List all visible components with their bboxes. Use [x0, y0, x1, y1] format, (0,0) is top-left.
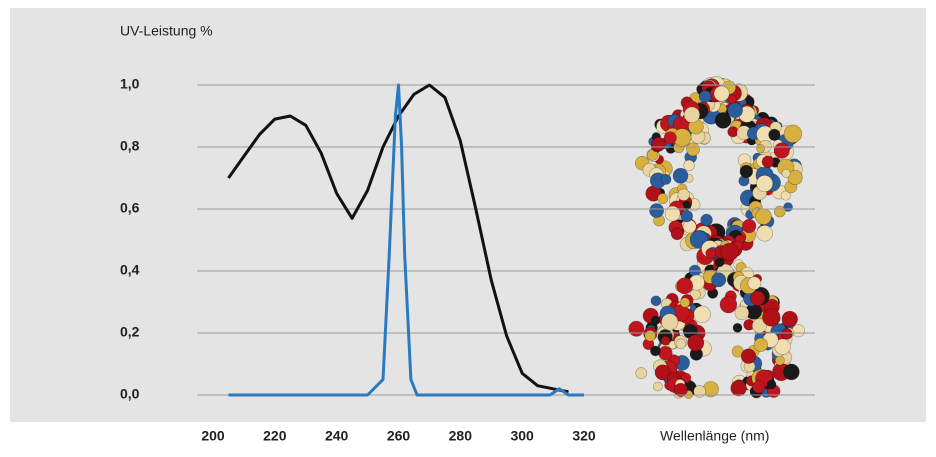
dna-atom	[728, 127, 739, 138]
y-tick-label: 0,4	[120, 262, 140, 278]
dna-atom	[733, 323, 742, 332]
y-tick-label: 0,6	[120, 200, 140, 216]
dna-atom	[706, 248, 716, 258]
dna-atom	[665, 206, 680, 221]
dna-atom	[756, 144, 764, 152]
dna-atom	[661, 336, 670, 345]
dna-atom	[782, 169, 790, 177]
x-tick-label: 200	[201, 428, 225, 444]
dna-atom	[651, 296, 661, 306]
dna-atom	[658, 193, 668, 203]
dna-atom	[699, 91, 711, 103]
dna-atom	[783, 364, 799, 380]
dna-atom	[774, 206, 785, 217]
dna-atom	[650, 346, 660, 356]
dna-atom	[715, 258, 724, 267]
y-tick-label: 0,2	[120, 324, 140, 340]
dna-atom	[678, 189, 690, 201]
dna-atom	[684, 160, 695, 171]
dna-atom	[792, 324, 805, 337]
x-tick-label: 280	[449, 428, 473, 444]
dna-atom	[782, 328, 793, 339]
dna-atom	[728, 103, 743, 118]
chart: UV-Leistung % Wellenlänge (nm) 0,0 0,2 0,4…	[0, 0, 936, 452]
dna-atom	[753, 381, 765, 393]
dna-atom	[659, 346, 673, 360]
y-tick-label: 1,0	[120, 76, 140, 92]
dna-atom	[645, 330, 656, 341]
dna-atom	[684, 107, 700, 123]
dna-atom	[650, 204, 664, 218]
dna-atom	[757, 225, 773, 241]
dna-atom	[652, 137, 666, 151]
x-tick-label: 320	[572, 428, 596, 444]
dna-atom	[740, 165, 753, 178]
dna-atom	[750, 291, 765, 306]
dna-atom	[775, 356, 784, 365]
dna-atom	[653, 382, 662, 391]
dna-atom	[767, 380, 776, 389]
dna-atom	[756, 175, 772, 191]
dna-atom	[664, 132, 676, 144]
dna-atom	[741, 349, 756, 364]
dna-atom	[769, 129, 780, 140]
dna-atom	[714, 86, 729, 101]
dna-atom	[694, 306, 711, 323]
dna-atom	[721, 243, 739, 261]
x-tick-label: 300	[510, 428, 534, 444]
x-tick-label: 260	[387, 428, 411, 444]
dna-atom	[629, 321, 644, 336]
x-tick-label: 220	[263, 428, 287, 444]
dna-atom	[735, 306, 749, 320]
dna-atom	[701, 214, 713, 226]
x-tick-label: 240	[325, 428, 349, 444]
dna-atom	[680, 298, 690, 308]
dna-atom	[673, 168, 688, 183]
y-axis-label: UV-Leistung %	[120, 23, 213, 39]
dna-atom	[748, 277, 761, 290]
dna-atom	[671, 228, 683, 240]
dna-atom	[686, 143, 699, 156]
dna-atom	[636, 368, 647, 379]
dna-atom	[762, 156, 774, 168]
dna-atom	[688, 335, 704, 351]
dna-atom	[676, 339, 686, 349]
y-tick-label: 0,0	[120, 386, 140, 402]
page: {"chart_data": {"type": "line", "y_label…	[0, 0, 936, 457]
x-axis-label: Wellenlänge (nm)	[660, 428, 769, 444]
dna-atom	[661, 314, 678, 331]
dna-atom	[731, 380, 747, 396]
dna-atom	[782, 311, 798, 327]
dna-atom	[755, 209, 771, 225]
dna-atom	[784, 125, 802, 143]
dna-atom	[661, 174, 671, 184]
dna-atom	[715, 112, 731, 128]
dna-atom	[651, 316, 660, 325]
dna-atom	[681, 210, 693, 222]
dna-atom	[774, 143, 790, 159]
dna-atom	[742, 219, 756, 233]
dna-atom	[712, 273, 726, 287]
y-tick-label: 0,8	[120, 138, 140, 154]
dna-atom	[720, 296, 737, 313]
dna-atom	[754, 338, 768, 352]
dna-atom	[762, 309, 780, 327]
dna-atom	[677, 278, 693, 294]
